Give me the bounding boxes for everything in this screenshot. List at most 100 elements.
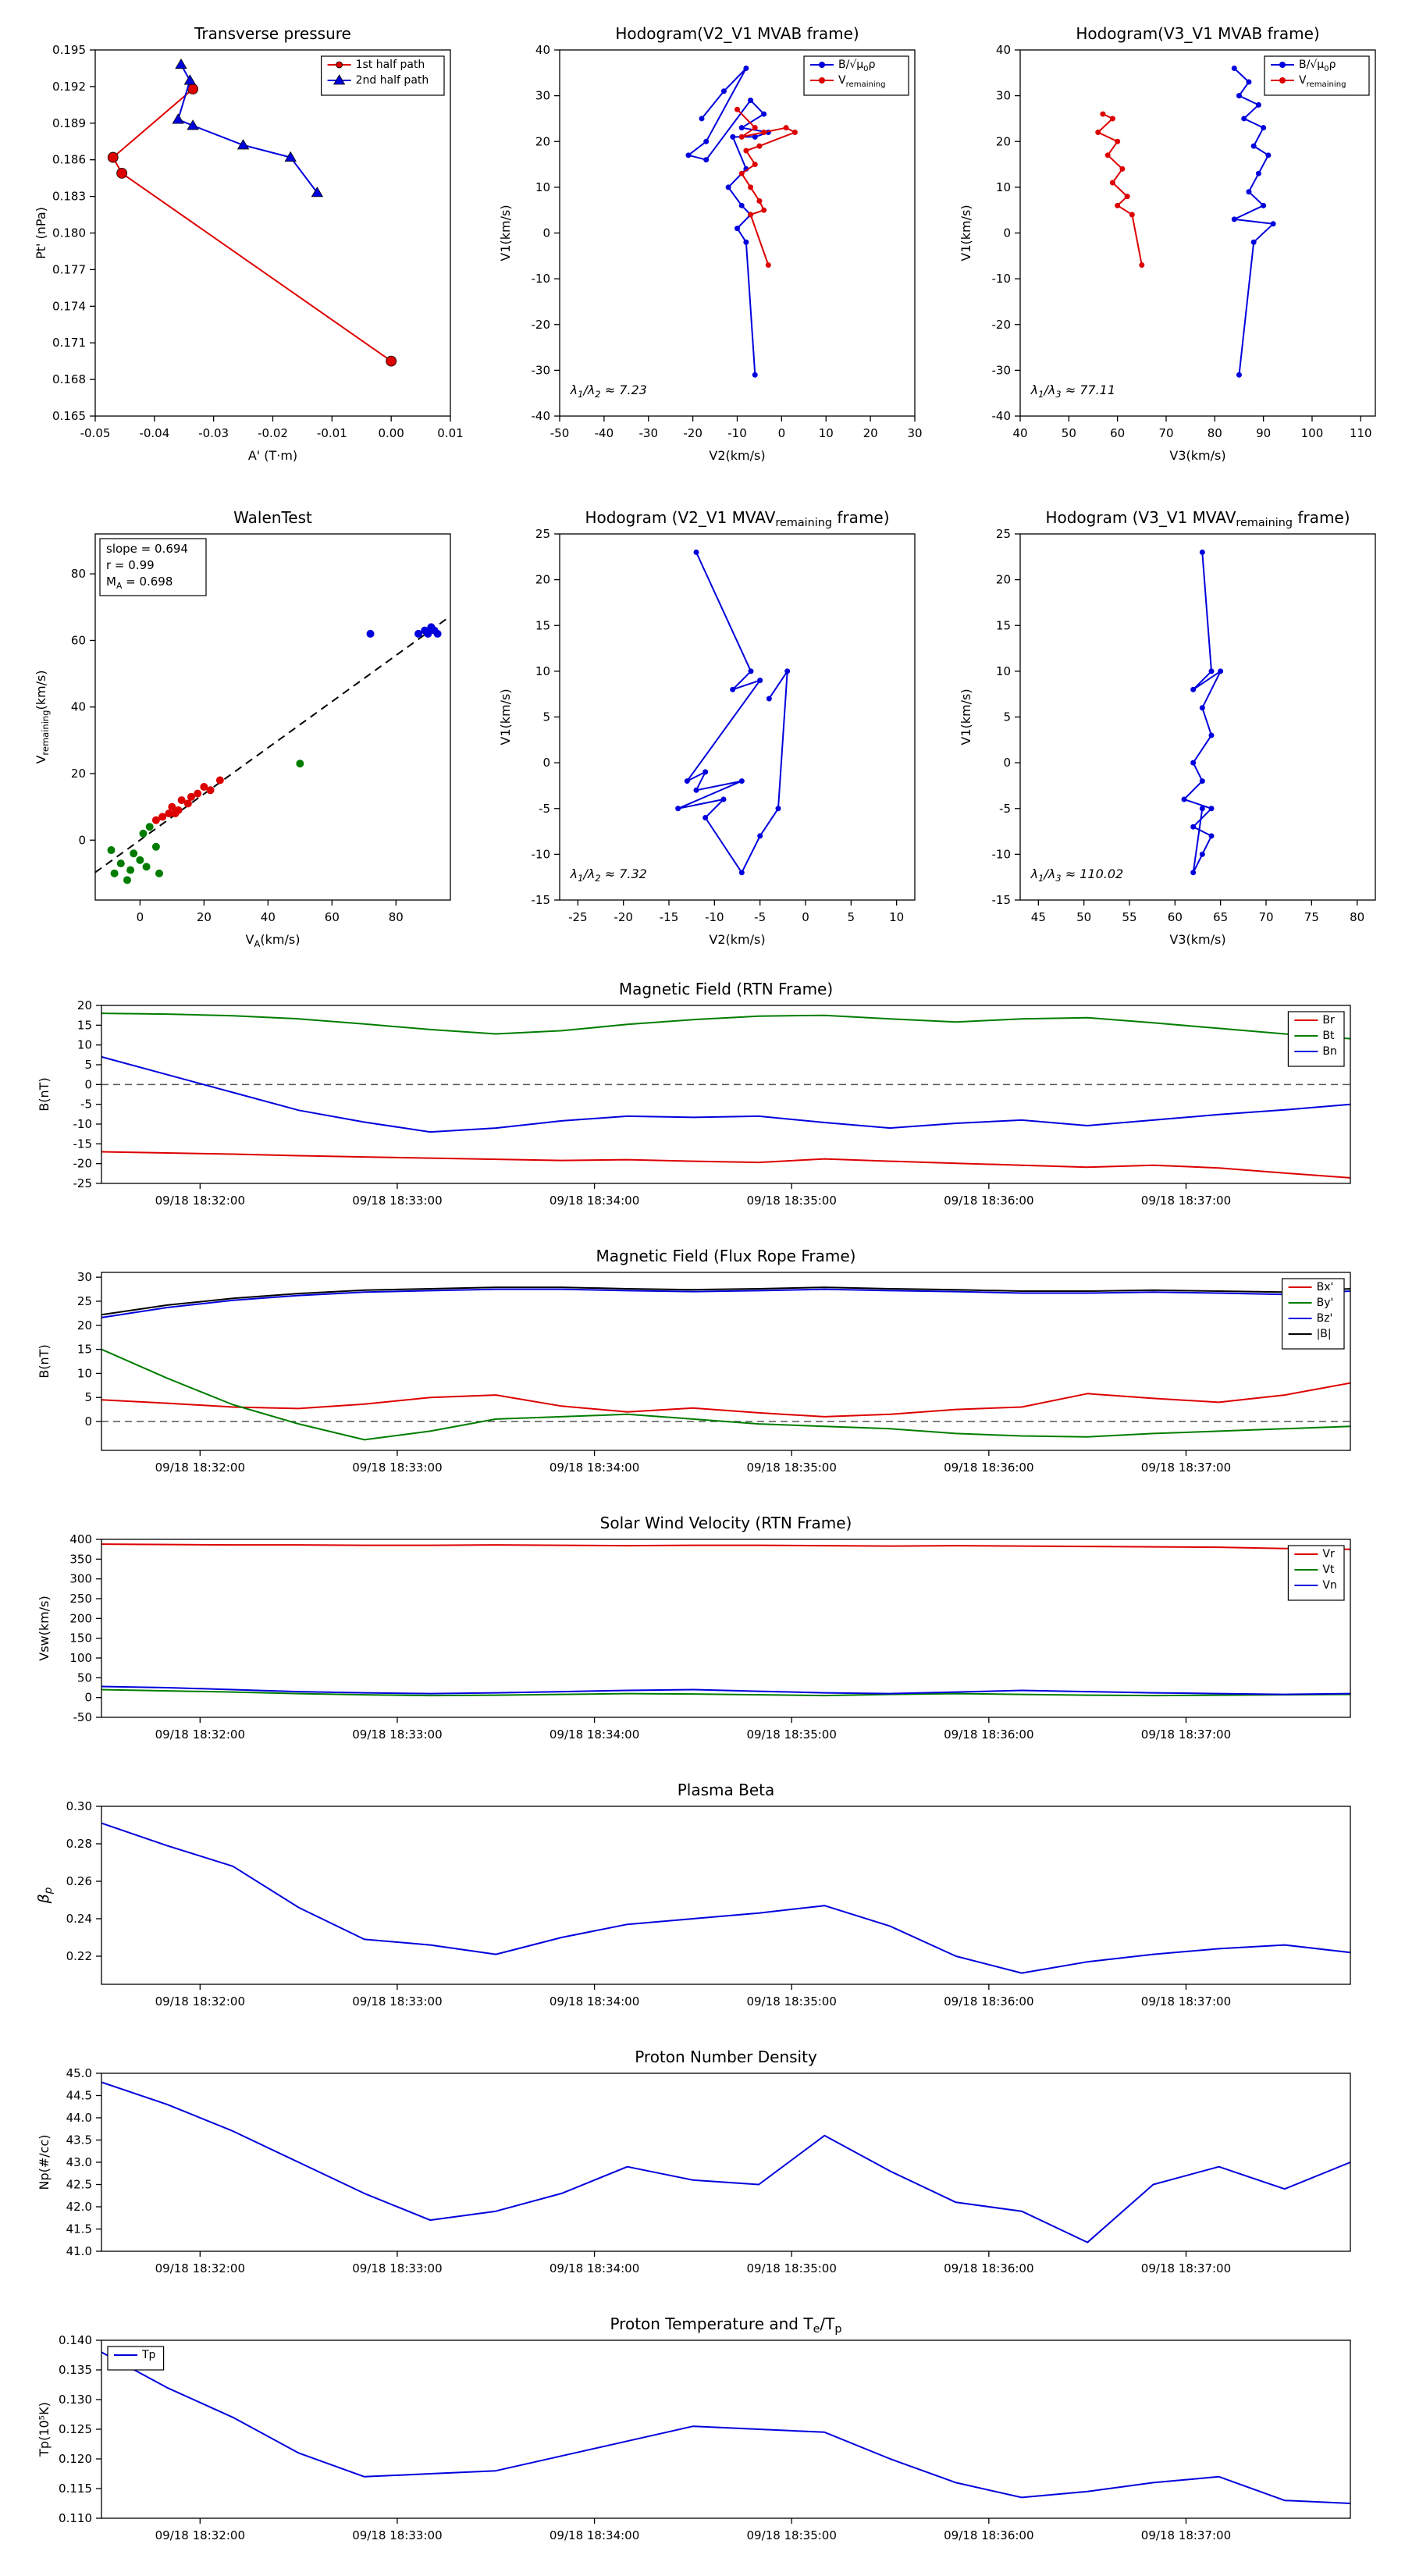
svg-text:20: 20: [77, 998, 92, 1012]
svg-text:10: 10: [996, 664, 1011, 678]
svg-text:09/18 18:32:00: 09/18 18:32:00: [155, 1194, 245, 1208]
svg-text:5: 5: [84, 1390, 92, 1404]
svg-text:Vsw(km/s): Vsw(km/s): [37, 1596, 52, 1660]
svg-text:55: 55: [1122, 910, 1136, 924]
svg-text:-20: -20: [532, 318, 551, 332]
svg-text:0: 0: [542, 756, 550, 770]
svg-text:10: 10: [77, 1038, 92, 1052]
svg-text:0: 0: [802, 910, 809, 924]
svg-text:09/18 18:34:00: 09/18 18:34:00: [550, 1727, 639, 1742]
svg-text:41.0: 41.0: [66, 2244, 92, 2258]
plot-proton-number-density: 09/18 18:32:00 09/18 18:33:00 09/18 18:34:…: [23, 2044, 1382, 2301]
svg-text:5: 5: [84, 1058, 92, 1072]
svg-text:09/18 18:32:00: 09/18 18:32:00: [155, 2528, 245, 2542]
svg-text:Plasma Beta: Plasma Beta: [678, 1781, 775, 1799]
magnetic-field-rtn-canvas: 09/18 18:32:00 09/18 18:33:00 09/18 18:34:…: [37, 980, 1351, 1208]
svg-text:40: 40: [996, 43, 1011, 57]
svg-text:25: 25: [77, 1294, 92, 1308]
svg-text:09/18 18:35:00: 09/18 18:35:00: [747, 2261, 837, 2275]
svg-text:10: 10: [535, 664, 550, 678]
svg-text:45: 45: [1031, 910, 1046, 924]
svg-text:-5: -5: [80, 1098, 92, 1112]
svg-text:0.186: 0.186: [52, 153, 86, 167]
svg-text:0: 0: [1003, 226, 1011, 240]
svg-text:40: 40: [71, 700, 86, 714]
svg-text:10: 10: [819, 426, 834, 440]
svg-text:09/18 18:35:00: 09/18 18:35:00: [747, 1461, 837, 1475]
svg-text:slope = 0.694: slope = 0.694: [106, 542, 188, 556]
svg-text:60: 60: [325, 910, 340, 924]
svg-text:09/18 18:33:00: 09/18 18:33:00: [352, 1994, 442, 2008]
svg-text:0.28: 0.28: [66, 1837, 92, 1851]
svg-text:5: 5: [1003, 710, 1011, 724]
svg-text:70: 70: [1158, 426, 1173, 440]
svg-text:45.0: 45.0: [66, 2066, 92, 2080]
svg-text:41.5: 41.5: [66, 2222, 92, 2236]
svg-text:Vn: Vn: [1322, 1579, 1336, 1592]
hodogram-v2v1-mvav-canvas: -25 -20 -15 -10 -5 0 5 10 -15 -10 -5 0 5 10 15 20 25 Hodo…: [498, 508, 916, 947]
svg-text:0.165: 0.165: [52, 409, 86, 423]
svg-text:10: 10: [535, 180, 550, 194]
svg-text:80: 80: [389, 910, 404, 924]
svg-text:40: 40: [261, 910, 276, 924]
svg-text:0.195: 0.195: [52, 43, 86, 57]
svg-text:09/18 18:37:00: 09/18 18:37:00: [1141, 1194, 1231, 1208]
svg-text:Hodogram(V2_V1 MVAB frame): Hodogram(V2_V1 MVAB frame): [615, 24, 859, 43]
svg-text:0.180: 0.180: [52, 226, 86, 240]
svg-text:09/18 18:32:00: 09/18 18:32:00: [155, 1461, 245, 1475]
svg-text:λ1/λ3 ≈ 77.11: λ1/λ3 ≈ 77.11: [1030, 382, 1115, 400]
svg-text:30: 30: [77, 1270, 92, 1284]
svg-text:150: 150: [69, 1631, 92, 1646]
svg-text:09/18 18:35:00: 09/18 18:35:00: [747, 1994, 837, 2008]
svg-text:A' (T·m): A' (T·m): [248, 448, 297, 463]
svg-text:20: 20: [996, 573, 1011, 587]
svg-text:-5: -5: [539, 802, 550, 816]
svg-text:09/18 18:37:00: 09/18 18:37:00: [1141, 1994, 1231, 2008]
svg-text:Vremaining(km/s): Vremaining(km/s): [34, 670, 51, 763]
svg-text:0: 0: [84, 1077, 92, 1091]
svg-text:30: 30: [907, 426, 922, 440]
svg-text:-10: -10: [532, 847, 551, 861]
svg-text:0.135: 0.135: [59, 2363, 92, 2377]
svg-text:-5: -5: [999, 802, 1011, 816]
svg-text:2nd half path: 2nd half path: [356, 74, 429, 87]
svg-text:0: 0: [542, 226, 550, 240]
svg-text:09/18 18:35:00: 09/18 18:35:00: [747, 1194, 837, 1208]
svg-text:Hodogram (V3_V1 MVAVremaining: Hodogram (V3_V1 MVAVremaining frame): [1045, 508, 1350, 529]
svg-text:20: 20: [197, 910, 212, 924]
svg-text:Transverse pressure: Transverse pressure: [194, 24, 351, 43]
svg-text:-0.05: -0.05: [80, 426, 111, 440]
svg-text:0.115: 0.115: [59, 2482, 92, 2496]
svg-text:Tp: Tp: [141, 2349, 156, 2361]
svg-text:42.0: 42.0: [66, 2200, 92, 2214]
svg-text:30: 30: [535, 89, 550, 103]
svg-text:-25: -25: [73, 1176, 93, 1190]
plot-walen-test: 0 20 40 60 80 0 20 40 60 80 WalenTest VA(km/s) Vrema…: [23, 500, 472, 956]
svg-text:0.174: 0.174: [52, 299, 86, 313]
svg-text:09/18 18:37:00: 09/18 18:37:00: [1141, 2261, 1231, 2275]
svg-text:-10: -10: [992, 272, 1012, 286]
svg-text:0.00: 0.00: [378, 426, 404, 440]
svg-text:09/18 18:37:00: 09/18 18:37:00: [1141, 1727, 1231, 1742]
svg-text:-40: -40: [532, 409, 551, 423]
svg-text:5: 5: [542, 710, 550, 724]
svg-text:-5: -5: [754, 910, 766, 924]
svg-text:0: 0: [778, 426, 786, 440]
svg-text:-40: -40: [595, 426, 614, 440]
svg-text:-15: -15: [660, 910, 679, 924]
svg-text:0.171: 0.171: [52, 336, 86, 350]
svg-text:0.189: 0.189: [52, 116, 86, 130]
svg-text:-15: -15: [992, 893, 1012, 907]
hodogram-v3v1-mvab-canvas: 40 50 60 70 80 90 100 110 -40 -30 -20 -10 0 10 20 30 40 H…: [959, 24, 1376, 463]
svg-text:80: 80: [1208, 426, 1222, 440]
plot-magnetic-field-flux-rope: 09/18 18:32:00 09/18 18:33:00 09/18 18:34:…: [23, 1243, 1382, 1500]
plot-magnetic-field-rtn: 09/18 18:32:00 09/18 18:33:00 09/18 18:34:…: [23, 976, 1382, 1233]
svg-text:30: 30: [996, 89, 1011, 103]
svg-text:200: 200: [69, 1611, 92, 1625]
svg-text:B(nT): B(nT): [37, 1344, 52, 1378]
svg-text:350: 350: [69, 1552, 92, 1566]
svg-text:0.26: 0.26: [66, 1874, 92, 1888]
svg-text:0: 0: [84, 1691, 92, 1705]
svg-text:Vr: Vr: [1322, 1548, 1335, 1560]
